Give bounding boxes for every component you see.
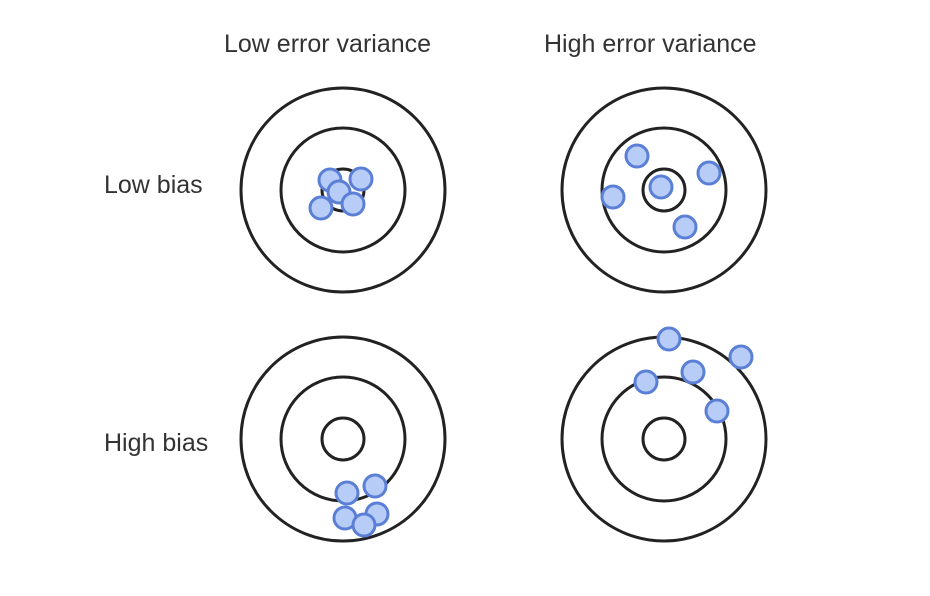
- shot-dot-3: [648, 174, 674, 200]
- row-label-high-bias: High bias: [104, 429, 209, 457]
- shot-dot-4: [633, 369, 659, 395]
- shot-dot-3: [680, 359, 706, 385]
- shot-dot-2: [334, 480, 360, 506]
- shot-dot-5: [351, 512, 377, 538]
- row-label-low-bias: Low bias: [104, 171, 203, 199]
- shot-dot-4: [340, 191, 366, 217]
- shot-dot-2: [728, 344, 754, 370]
- column-label-low-variance: Low error variance: [224, 30, 432, 58]
- outer-ring: [560, 86, 768, 294]
- shot-dot-1: [624, 143, 650, 169]
- shot-dot-5: [672, 214, 698, 240]
- shot-dot-1: [656, 326, 682, 352]
- shot-dot-2: [696, 160, 722, 186]
- target-high-bias-low-variance: [239, 335, 447, 543]
- target-high-bias-high-variance: [560, 326, 768, 543]
- shot-dot-1: [362, 473, 388, 499]
- bullseye-ring: [641, 416, 687, 462]
- shot-dot-5: [704, 398, 730, 424]
- middle-ring: [600, 126, 728, 254]
- target-low-bias-low-variance: [239, 86, 447, 294]
- middle-ring: [279, 126, 407, 254]
- outer-ring: [239, 86, 447, 294]
- middle-ring: [600, 375, 728, 503]
- outer-ring: [239, 335, 447, 543]
- shot-dot-2: [348, 166, 374, 192]
- bullseye-ring: [641, 167, 687, 213]
- target-low-bias-high-variance: [560, 86, 768, 294]
- column-label-high-variance: High error variance: [544, 30, 757, 58]
- bullseye-ring: [320, 416, 366, 462]
- shot-dot-4: [600, 184, 626, 210]
- shot-dot-5: [308, 195, 334, 221]
